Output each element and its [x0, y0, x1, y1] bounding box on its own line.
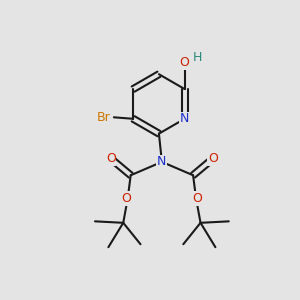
Text: O: O	[180, 56, 190, 69]
Text: O: O	[121, 192, 131, 205]
Text: O: O	[106, 152, 116, 165]
Text: O: O	[208, 152, 218, 165]
Text: O: O	[193, 192, 202, 205]
Text: N: N	[157, 155, 167, 168]
Text: Br: Br	[97, 111, 110, 124]
Text: H: H	[193, 51, 202, 64]
Text: N: N	[180, 112, 189, 125]
